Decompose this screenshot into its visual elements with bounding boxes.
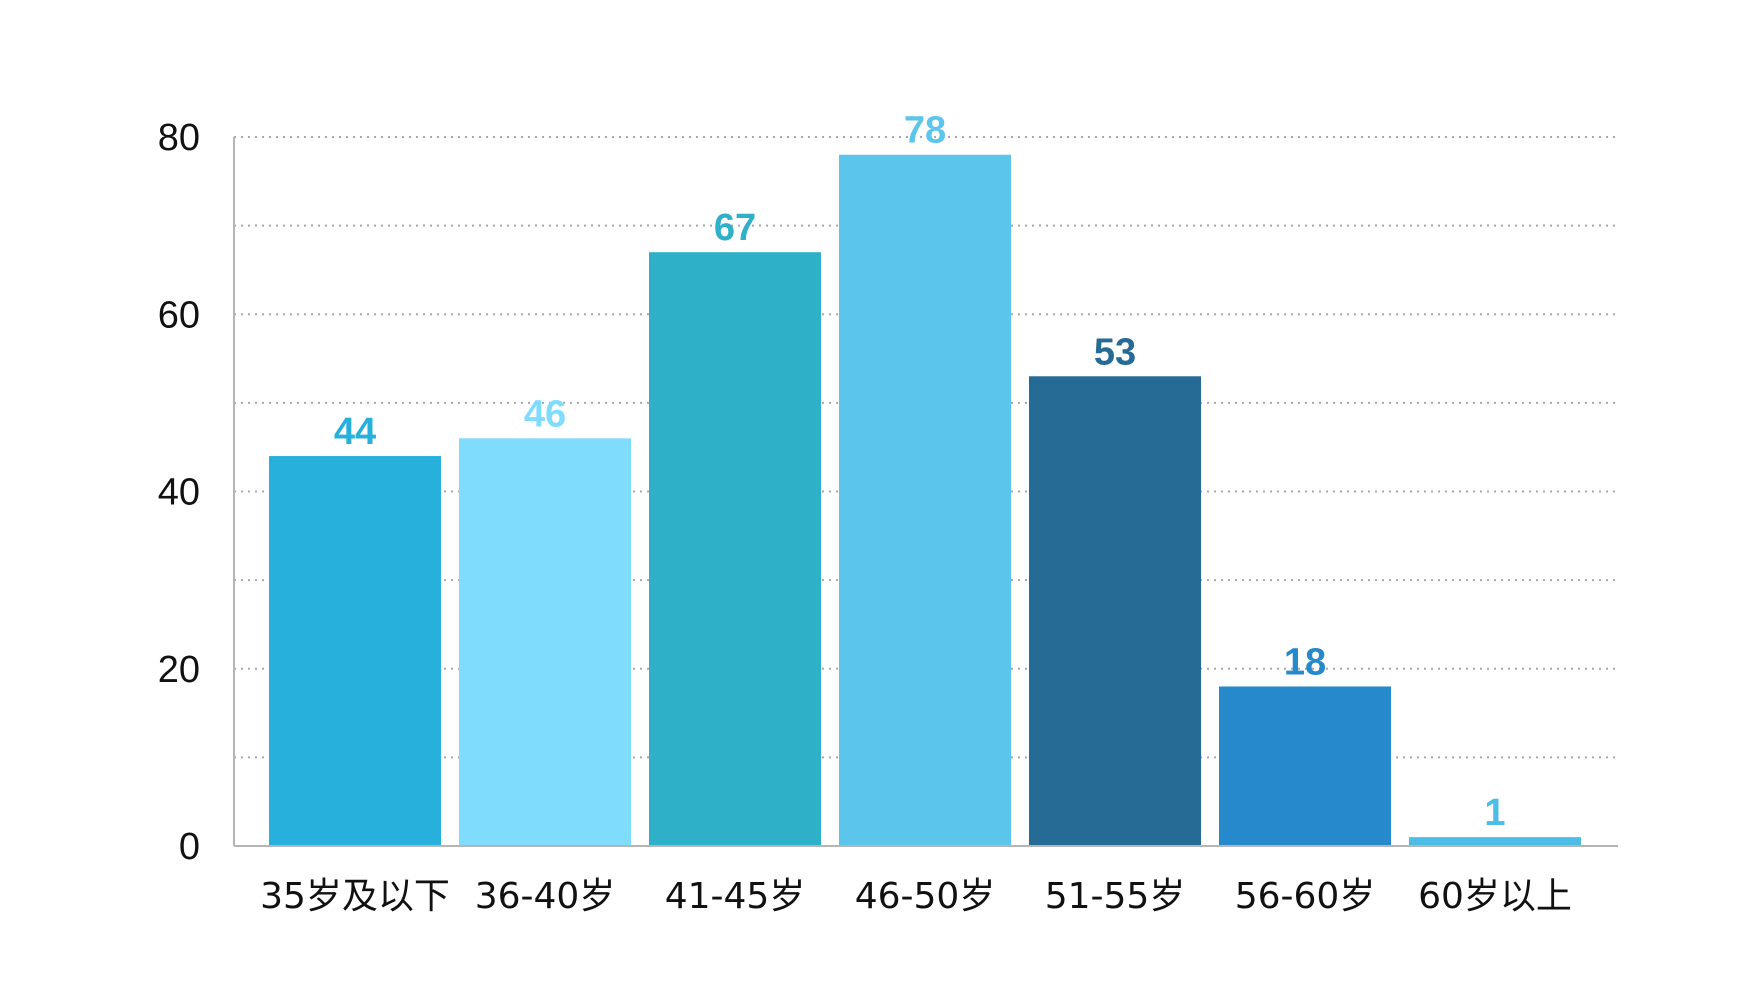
y-tick-label: 60 [158,294,200,336]
data-label: 53 [1094,331,1136,373]
bar [459,438,631,846]
bar [1029,376,1201,846]
bar [649,252,821,846]
bar [1219,686,1391,846]
x-tick-labels: 35岁及以下 36-40岁 41-45岁 46-50岁 51-55岁 56-60岁 60岁以… [260,876,1572,917]
data-label: 18 [1284,641,1326,683]
bar [269,456,441,846]
data-label: 67 [714,207,756,249]
data-labels: 44 46 67 78 53 18 1 [334,110,1506,834]
data-label: 1 [1484,792,1505,834]
x-tick-label: 36-40岁 [475,876,616,917]
y-tick-label: 0 [179,826,200,868]
data-label: 78 [904,110,946,152]
bar [1409,837,1581,846]
x-tick-label: 51-55岁 [1045,876,1186,917]
x-tick-label: 60岁以上 [1418,876,1572,917]
y-tick-labels: 0 20 40 60 80 [158,117,200,868]
y-tick-label: 80 [158,117,200,159]
y-tick-label: 40 [158,472,200,514]
bar [839,154,1011,847]
x-tick-label: 46-50岁 [855,876,996,917]
y-tick-label: 20 [158,649,200,691]
data-label: 46 [524,393,566,435]
bars [269,154,1581,847]
data-label: 44 [334,411,376,453]
x-tick-label: 56-60岁 [1235,876,1376,917]
x-tick-label: 41-45岁 [665,876,806,917]
x-tick-label: 35岁及以下 [260,876,450,917]
